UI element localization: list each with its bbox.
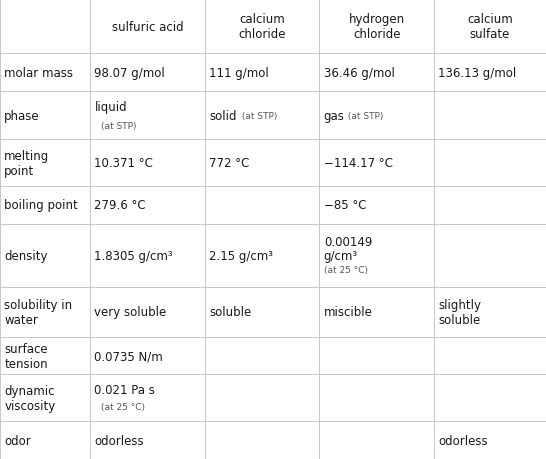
Text: miscible: miscible	[324, 306, 373, 319]
Text: sulfuric acid: sulfuric acid	[111, 21, 183, 34]
Text: phase: phase	[4, 109, 40, 122]
Text: −85 °C: −85 °C	[324, 199, 366, 212]
Text: −114.17 °C: −114.17 °C	[324, 157, 393, 170]
Text: density: density	[4, 249, 48, 263]
Text: 111 g/mol: 111 g/mol	[209, 67, 269, 79]
Text: (at 25 °C): (at 25 °C)	[101, 402, 145, 411]
Text: 36.46 g/mol: 36.46 g/mol	[324, 67, 395, 79]
Text: 136.13 g/mol: 136.13 g/mol	[438, 67, 517, 79]
Text: solid: solid	[209, 109, 236, 122]
Text: gas: gas	[324, 109, 345, 122]
Text: 98.07 g/mol: 98.07 g/mol	[94, 67, 165, 79]
Text: odorless: odorless	[94, 434, 144, 447]
Text: solubility in
water: solubility in water	[4, 298, 73, 326]
Text: melting
point: melting point	[4, 149, 50, 177]
Text: (at STP): (at STP)	[101, 122, 136, 131]
Text: 0.021 Pa s: 0.021 Pa s	[94, 383, 155, 396]
Text: calcium
sulfate: calcium sulfate	[467, 13, 513, 41]
Text: surface
tension: surface tension	[4, 342, 48, 370]
Text: 10.371 °C: 10.371 °C	[94, 157, 153, 170]
Text: 1.8305 g/cm³: 1.8305 g/cm³	[94, 249, 173, 263]
Text: soluble: soluble	[209, 306, 251, 319]
Text: (at STP): (at STP)	[239, 111, 277, 120]
Text: odorless: odorless	[438, 434, 488, 447]
Text: odor: odor	[4, 434, 31, 447]
Text: hydrogen
chloride: hydrogen chloride	[349, 13, 405, 41]
Text: boiling point: boiling point	[4, 199, 78, 212]
Text: 2.15 g/cm³: 2.15 g/cm³	[209, 249, 273, 263]
Text: 279.6 °C: 279.6 °C	[94, 199, 146, 212]
Text: molar mass: molar mass	[4, 67, 73, 79]
Text: (at STP): (at STP)	[345, 111, 383, 120]
Text: slightly
soluble: slightly soluble	[438, 298, 482, 326]
Text: very soluble: very soluble	[94, 306, 167, 319]
Text: 772 °C: 772 °C	[209, 157, 250, 170]
Text: g/cm³: g/cm³	[324, 249, 358, 263]
Text: calcium
chloride: calcium chloride	[239, 13, 286, 41]
Text: liquid: liquid	[94, 101, 127, 113]
Text: 0.0735 N/m: 0.0735 N/m	[94, 349, 163, 362]
Text: 0.00149: 0.00149	[324, 235, 372, 248]
Text: (at 25 °C): (at 25 °C)	[324, 265, 368, 274]
Text: dynamic
viscosity: dynamic viscosity	[4, 384, 56, 412]
